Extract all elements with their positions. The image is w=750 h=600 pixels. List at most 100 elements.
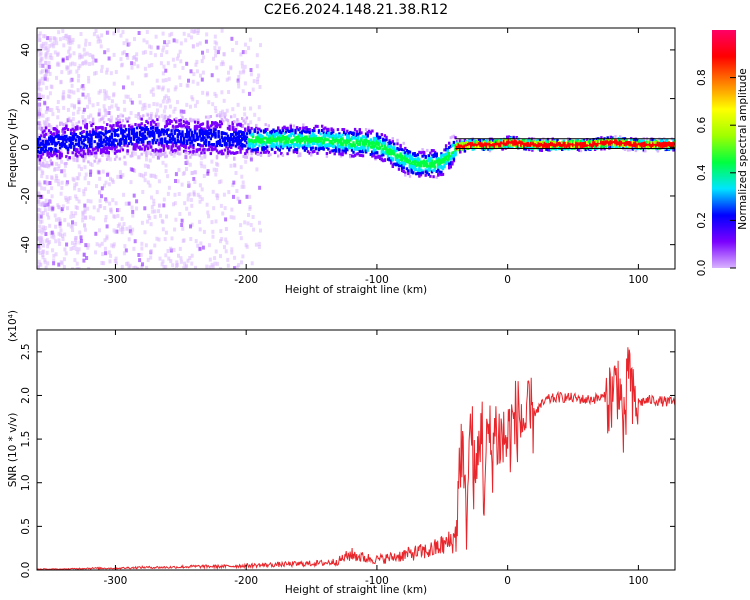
noise-cell <box>37 216 41 221</box>
noise-cell <box>137 155 141 160</box>
heat-cell <box>175 117 178 121</box>
noise-cell <box>48 55 52 60</box>
heat-cell <box>176 151 179 155</box>
noise-cell <box>105 234 109 239</box>
heat-cell <box>256 153 259 156</box>
heat-cell <box>159 133 162 137</box>
noise-cell <box>40 126 44 131</box>
heat-cell <box>107 137 110 141</box>
noise-cell <box>133 169 136 173</box>
heat-cell <box>186 142 189 146</box>
heat-cell <box>182 136 186 140</box>
noise-cell <box>107 106 111 110</box>
noise-cell <box>100 64 104 69</box>
heat-cell <box>206 134 209 138</box>
heat-cell <box>195 132 198 136</box>
heat-cell <box>308 137 311 141</box>
heat-cell <box>432 175 435 179</box>
heat-cell <box>433 161 437 165</box>
noise-cell <box>214 172 218 177</box>
heat-cell <box>355 137 358 141</box>
heat-cell <box>171 150 175 153</box>
heat-cell <box>443 153 446 157</box>
noise-cell <box>74 240 78 245</box>
heat-cell <box>452 151 456 154</box>
heat-cell <box>74 126 78 130</box>
heat-cell <box>360 150 363 154</box>
heat-cell <box>319 142 322 146</box>
heat-cell <box>401 163 404 167</box>
heat-cell <box>277 132 280 136</box>
heat-cell <box>438 164 441 168</box>
heat-cell <box>167 146 170 150</box>
heat-cell <box>198 147 201 151</box>
heat-cell <box>87 152 90 156</box>
heat-cell <box>578 145 581 149</box>
noise-cell <box>134 114 138 118</box>
heat-cell <box>568 138 572 142</box>
heat-cell <box>123 141 126 145</box>
heat-cell <box>402 163 405 167</box>
noise-cell <box>75 69 79 74</box>
noise-cell <box>38 239 42 244</box>
noise-cell <box>192 29 196 34</box>
noise-cell <box>128 225 132 230</box>
heat-cell <box>604 140 608 144</box>
noise-cell <box>75 261 79 266</box>
noise-cell <box>37 109 41 114</box>
heat-cell <box>375 142 379 146</box>
noise-cell <box>57 30 61 35</box>
heat-cell <box>542 140 545 144</box>
heat-cell <box>432 168 435 172</box>
heat-cell <box>327 132 330 135</box>
heat-cell <box>164 140 167 144</box>
heat-cell <box>137 146 140 150</box>
heat-cell <box>321 146 324 150</box>
heat-cell <box>295 148 299 152</box>
heat-cell <box>179 135 183 139</box>
noise-cell <box>61 237 65 241</box>
noise-cell <box>127 237 131 242</box>
heat-cell <box>335 139 338 143</box>
heat-cell <box>142 140 145 144</box>
noise-cell <box>63 232 67 237</box>
heat-cell <box>371 145 374 149</box>
heat-cell <box>413 153 416 157</box>
heat-cell <box>178 145 181 149</box>
heat-cell <box>234 128 238 132</box>
heat-cell <box>253 144 256 148</box>
noise-cell <box>206 48 209 53</box>
noise-cell <box>51 248 55 253</box>
heat-cell <box>438 162 441 166</box>
heat-cell <box>418 163 421 167</box>
heat-cell <box>432 164 435 168</box>
noise-cell <box>70 103 74 108</box>
heat-cell <box>233 120 236 124</box>
heat-cell <box>288 144 291 148</box>
heat-cell <box>228 143 231 147</box>
noise-cell <box>179 256 183 261</box>
heat-cell <box>181 130 184 134</box>
heat-cell <box>325 132 329 136</box>
heat-cell <box>168 133 172 137</box>
heat-cell <box>68 156 71 160</box>
noise-cell <box>211 189 215 194</box>
heat-cell <box>474 143 478 147</box>
noise-cell <box>174 85 178 90</box>
heat-cell <box>372 145 376 149</box>
heat-cell <box>528 138 531 142</box>
heat-cell <box>57 140 60 144</box>
heat-cell <box>291 132 294 136</box>
noise-cell <box>135 129 139 133</box>
heat-cell <box>449 144 452 148</box>
noise-cell <box>77 247 81 252</box>
heat-cell <box>383 134 387 138</box>
heat-cell <box>37 154 40 158</box>
noise-cell <box>63 123 67 127</box>
noise-cell <box>69 224 73 229</box>
heat-cell <box>118 118 121 122</box>
heat-cell <box>69 119 73 123</box>
heat-cell <box>556 138 559 142</box>
noise-cell <box>40 186 44 191</box>
noise-cell <box>105 152 109 157</box>
